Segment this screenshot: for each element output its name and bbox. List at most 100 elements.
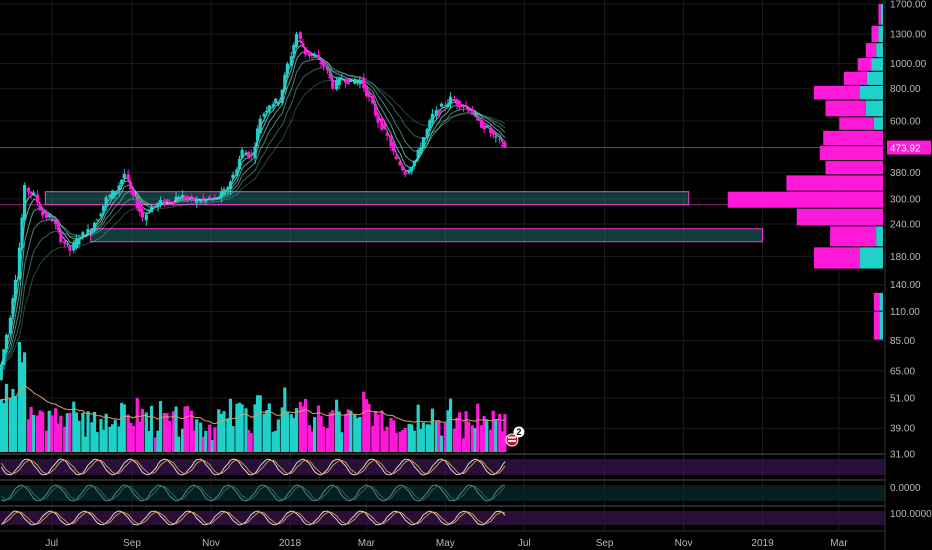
volume-bar xyxy=(292,418,296,452)
candle-body xyxy=(328,73,332,79)
candle-body xyxy=(446,103,450,108)
candle-body xyxy=(38,204,42,211)
volume-bar xyxy=(410,424,414,452)
candle-body xyxy=(503,142,507,148)
price-tick-label: 240.00 xyxy=(890,220,921,231)
candle-body xyxy=(473,115,477,117)
volume-bar xyxy=(135,397,139,452)
candle-body xyxy=(240,149,244,159)
volume-bar xyxy=(349,410,353,452)
volume-bar xyxy=(328,412,332,452)
candle-body xyxy=(213,197,217,199)
volume-bar xyxy=(303,398,308,452)
candle-body xyxy=(455,99,459,105)
volume-bar xyxy=(108,426,112,452)
candle-body xyxy=(158,200,163,206)
time-tick-label: Jul xyxy=(518,538,531,549)
volume-bar xyxy=(425,424,429,452)
oscillator-line xyxy=(0,458,506,476)
volume-bar xyxy=(235,403,239,452)
volume-bar xyxy=(391,420,396,452)
volume-bar xyxy=(45,430,49,452)
volume-bar xyxy=(8,398,12,452)
candle-body xyxy=(274,98,278,103)
candle-body xyxy=(0,364,3,380)
candle-body xyxy=(428,120,432,129)
candle-body xyxy=(17,247,22,280)
candle-body xyxy=(228,181,233,190)
volume-bar xyxy=(437,420,441,452)
volume-bar xyxy=(210,440,214,452)
volume-bar xyxy=(120,402,124,452)
candle-body xyxy=(32,192,36,195)
volume-bar xyxy=(32,414,36,452)
candle-body xyxy=(192,197,196,201)
candle-body xyxy=(358,80,362,85)
event-badge[interactable]: 2 xyxy=(505,426,525,447)
candle-body xyxy=(401,165,405,171)
candle-body xyxy=(461,106,466,108)
candle-body xyxy=(485,125,489,128)
volume-bar xyxy=(249,433,253,452)
volume-bar xyxy=(335,399,339,452)
oscillator-signal xyxy=(0,459,506,475)
volume-bar xyxy=(2,403,6,452)
time-axis: Jul Sep Nov 2018 Mar May Jul Sep Nov 2019 Mar xyxy=(0,530,885,549)
volume-bar xyxy=(199,422,203,452)
profile-bar-bear xyxy=(825,100,866,117)
volume-bar xyxy=(149,405,154,452)
candle-body xyxy=(425,128,429,137)
volume-bar xyxy=(319,415,323,452)
volume-bar xyxy=(476,403,480,452)
price-tick-label: 39.00 xyxy=(890,424,915,435)
volume-bar xyxy=(443,423,447,452)
profile-bar-bear xyxy=(796,208,883,226)
volume-ma-line xyxy=(1,384,506,425)
candle-body xyxy=(135,199,139,208)
volume-bar xyxy=(373,410,378,452)
candle-body xyxy=(208,196,212,199)
candle-body xyxy=(367,92,371,98)
volume-bar xyxy=(455,417,459,452)
price-axis: 1700.00 1300.00 1000.00 800.00 600.00 380.00 3… xyxy=(884,0,932,550)
volume-bar xyxy=(446,410,450,452)
candle-body xyxy=(231,174,235,179)
candle-body xyxy=(322,60,326,67)
candle-body xyxy=(464,104,468,107)
candle-body xyxy=(373,105,378,116)
volume-bar xyxy=(461,438,466,452)
candle-body xyxy=(83,236,88,238)
candle-body xyxy=(437,109,441,114)
chart-grid xyxy=(0,0,885,530)
candle-body xyxy=(276,102,280,105)
candle-body xyxy=(153,203,157,206)
flag-stripe xyxy=(507,436,516,439)
candle-body xyxy=(171,201,176,203)
candle-body xyxy=(101,205,106,212)
candle-body xyxy=(364,85,368,97)
time-tick-label: Sep xyxy=(123,538,141,549)
volume-bar xyxy=(111,424,115,452)
candle-body xyxy=(47,215,51,217)
volume-bar xyxy=(394,432,398,452)
candle-body xyxy=(59,232,63,243)
volume-bar xyxy=(500,431,504,452)
candle-body xyxy=(222,189,226,195)
candle-body xyxy=(99,213,103,217)
candle-body xyxy=(180,194,185,198)
candle-body xyxy=(4,334,9,349)
volume-bar xyxy=(322,426,326,452)
candle-body xyxy=(467,108,471,112)
volume-bar xyxy=(489,429,493,452)
candle-body xyxy=(56,223,60,231)
profile-bar-bear xyxy=(839,117,874,130)
volume-bar xyxy=(262,413,266,452)
volume-bar xyxy=(403,428,407,452)
time-tick-label: Mar xyxy=(358,538,376,549)
volume-bar xyxy=(371,425,375,452)
price-tick-label: 380.00 xyxy=(890,168,921,179)
volume-bar xyxy=(0,399,3,452)
candle-body xyxy=(246,151,251,157)
candle-body xyxy=(92,222,97,230)
